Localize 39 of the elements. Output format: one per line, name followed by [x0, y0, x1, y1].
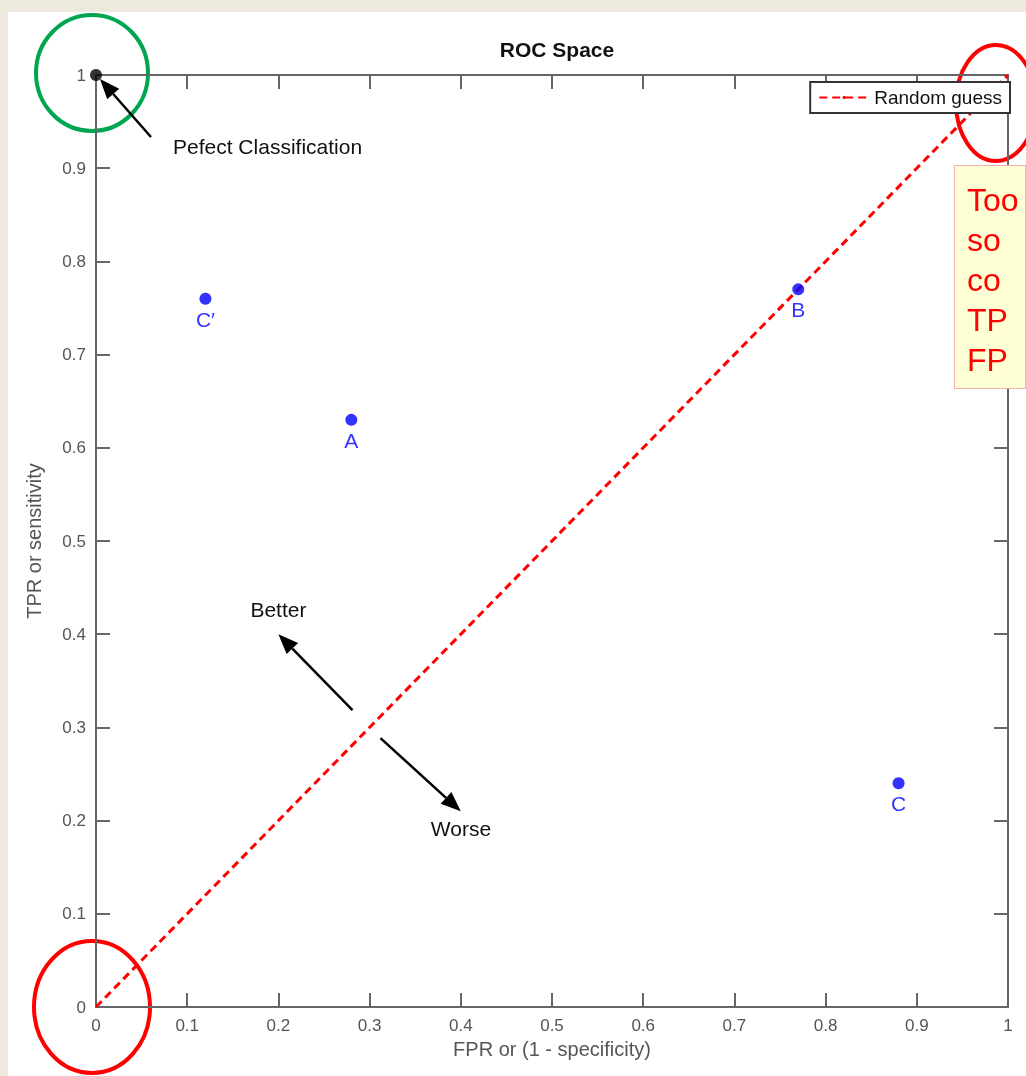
y-axis-title: TPR or sensitivity [23, 463, 45, 619]
x-tick-label: 0.7 [722, 1016, 747, 1035]
y-tick-label: 0.9 [62, 158, 86, 178]
point [345, 413, 358, 426]
y-tick-label: 1 [76, 65, 86, 85]
legend-label: Random guess [874, 87, 1002, 108]
y-tick-label: 0.1 [62, 904, 86, 924]
x-tick-label: 0.8 [813, 1016, 838, 1035]
data-label: B [791, 298, 806, 322]
annotation: Pefect Classification [173, 135, 363, 159]
y-tick-label: 0 [76, 997, 86, 1017]
y-tick-label: 0.5 [62, 531, 86, 551]
y-tick-label: 0.7 [62, 345, 86, 365]
point [90, 69, 102, 81]
annotation: Worse [430, 816, 492, 841]
x-tick-label: 0 [91, 1016, 101, 1035]
chart-title: ROC Space [499, 38, 615, 61]
x-tick-label: 0.9 [904, 1016, 929, 1035]
x-tick-label: 0.1 [175, 1016, 200, 1035]
data-label: C′ [195, 307, 216, 331]
point [892, 777, 905, 790]
data-label: A [344, 428, 359, 452]
x-tick-label: 0.2 [266, 1016, 291, 1035]
x-tick-label: 0.3 [357, 1016, 382, 1035]
x-axis-title: FPR or (1 - specificity) [453, 1038, 651, 1060]
y-tick-label: 0.4 [62, 624, 86, 644]
annotation: Too so co TP FP [954, 165, 1026, 389]
point [792, 283, 805, 296]
y-tick-label: 0.6 [62, 438, 86, 458]
y-tick-label: 0.8 [62, 251, 86, 271]
data-label: C [890, 792, 907, 816]
x-tick-label: 0.6 [631, 1016, 656, 1035]
point [199, 292, 212, 305]
x-tick-label: 0.5 [540, 1016, 564, 1035]
x-tick-label: 0.4 [448, 1016, 473, 1035]
x-tick-label: 1 [1003, 1016, 1013, 1035]
annotation: Better [250, 597, 307, 622]
y-tick-label: 0.3 [62, 717, 86, 737]
y-tick-label: 0.2 [62, 811, 86, 831]
